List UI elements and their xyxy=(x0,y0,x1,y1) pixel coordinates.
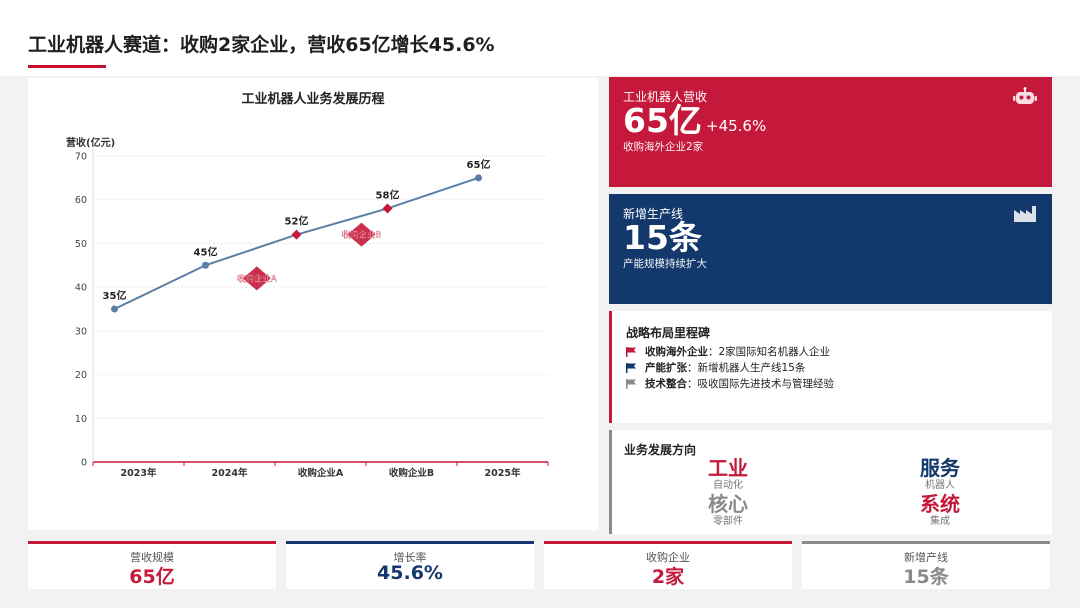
direction-item-industry: 工业 自动化 xyxy=(673,456,783,492)
kpi-revenue-label: 工业机器人营收 xyxy=(623,90,708,104)
x-tick-label: 2023年 xyxy=(121,467,157,479)
direction-word: 系统 xyxy=(920,492,960,516)
kpi-lines-card: 新增生产线 15条 产能规模持续扩大 xyxy=(609,194,1052,304)
stat-card-acquisitions: 收购企业 2家 xyxy=(544,541,792,589)
chart-title: 工业机器人业务发展历程 xyxy=(241,92,385,107)
stat-value: 2家 xyxy=(651,566,685,588)
annotation-label: 收购企业A xyxy=(237,273,277,284)
list-item: 收购海外企业 ：2家国际知名机器人企业 xyxy=(626,344,834,360)
stat-card-bar xyxy=(286,541,534,544)
data-point xyxy=(111,305,118,313)
direction-item-service: 服务 机器人 xyxy=(885,456,995,492)
kpi-revenue-card: 工业机器人营收 65亿 +45.6% 收购海外企业2家 xyxy=(609,77,1052,187)
direction-word: 核心 xyxy=(708,492,748,516)
list-item: 产能扩张 ：新增机器人生产线15条 xyxy=(626,360,834,376)
y-tick-label: 70 xyxy=(75,152,87,163)
data-label: 45亿 xyxy=(194,245,218,258)
data-label: 52亿 xyxy=(285,215,309,228)
factory-icon xyxy=(1014,206,1036,222)
annotation-diamond xyxy=(347,222,376,247)
data-label: 65亿 xyxy=(467,158,491,171)
y-tick-label: 20 xyxy=(75,370,87,381)
flag-icon xyxy=(626,347,636,357)
data-point xyxy=(382,203,393,214)
y-tick-label: 30 xyxy=(75,326,87,337)
stat-label: 收购企业 xyxy=(646,551,690,564)
milestone-list: 收购海外企业 ：2家国际知名机器人企业 产能扩张 ：新增机器人生产线15条 技术整合… xyxy=(626,344,834,392)
kpi-lines-value: 15条 xyxy=(623,218,702,257)
stat-label: 营收规模 xyxy=(130,551,174,564)
y-axis-label: 营收(亿元) xyxy=(66,136,115,149)
page-title: 工业机器人赛道：收购2家企业，营收65亿增长45.6% xyxy=(28,34,495,56)
stat-card-bar xyxy=(28,541,276,544)
kpi-revenue-value: 65亿 xyxy=(623,101,702,140)
x-tick-label: 2025年 xyxy=(485,467,521,479)
direction-item-system: 系统 集成 xyxy=(885,492,995,528)
y-tick-label: 10 xyxy=(75,414,87,425)
data-label: 58亿 xyxy=(376,188,400,201)
milestone-title: 战略布局里程碑 xyxy=(626,326,711,340)
annotation-diamond xyxy=(242,266,271,291)
y-tick-label: 0 xyxy=(81,458,87,469)
data-label: 35亿 xyxy=(103,289,127,302)
y-tick-label: 50 xyxy=(75,239,87,250)
direction-word: 服务 xyxy=(920,456,960,480)
x-tick-label: 收购企业B xyxy=(389,467,434,479)
title-underline xyxy=(28,65,106,68)
robot-icon xyxy=(1013,87,1037,104)
revenue-line-chart: 营收(亿元) 0 10 20 30 40 50 60 70 2023年 2024年 收购企业A 收购企业… xyxy=(66,136,549,479)
data-point xyxy=(202,261,209,269)
chart-panel: 工业机器人业务发展历程 营收(亿元) 0 10 20 30 40 50 60 70 2023年 20… xyxy=(28,78,598,530)
stat-card-bar xyxy=(802,541,1050,544)
stat-value: 15条 xyxy=(903,566,949,588)
list-item: 技术整合 ：吸收国际先进技术与管理经验 xyxy=(626,376,834,392)
stat-label: 增长率 xyxy=(393,551,427,564)
direction-panel: 业务发展方向 工业 自动化 服务 机器人 核心 零部件 系统 集成 xyxy=(609,430,1052,534)
milestone-name: 收购海外企业 xyxy=(645,346,708,358)
stat-value: 65亿 xyxy=(129,566,175,588)
page-header: 工业机器人赛道：收购2家企业，营收65亿增长45.6% xyxy=(0,0,1080,76)
milestone-text: ：吸收国际先进技术与管理经验 xyxy=(687,378,834,390)
x-tick-label: 2024年 xyxy=(212,467,248,479)
data-point xyxy=(475,174,482,182)
direction-word: 工业 xyxy=(708,456,748,480)
kpi-revenue-sub: 收购海外企业2家 xyxy=(623,141,704,153)
kpi-lines-sub: 产能规模持续扩大 xyxy=(623,258,707,270)
direction-title: 业务发展方向 xyxy=(624,443,697,457)
kpi-revenue-delta: +45.6% xyxy=(706,117,767,135)
direction-sub: 零部件 xyxy=(713,516,743,527)
flag-icon xyxy=(626,379,636,389)
direction-sub: 集成 xyxy=(930,516,950,527)
stat-card-lines: 新增产线 15条 xyxy=(802,541,1050,589)
milestone-panel: 战略布局里程碑 收购海外企业 ：2家国际知名机器人企业 产能扩张 ：新增机器人生产线… xyxy=(609,311,1052,423)
kpi-lines-label: 新增生产线 xyxy=(623,207,684,221)
flag-icon xyxy=(626,363,636,373)
y-tick-label: 60 xyxy=(75,195,87,206)
stat-value: 45.6% xyxy=(377,562,443,584)
stat-card-growth: 增长率 45.6% xyxy=(286,541,534,589)
milestone-name: 技术整合 xyxy=(645,378,687,390)
direction-sub: 机器人 xyxy=(925,480,955,491)
y-tick-label: 40 xyxy=(75,283,87,294)
direction-sub: 自动化 xyxy=(713,480,743,491)
milestone-text: ：新增机器人生产线15条 xyxy=(687,362,806,374)
annotation-label: 收购企业B xyxy=(342,230,382,241)
stat-card-revenue: 营收规模 65亿 xyxy=(28,541,276,589)
milestone-text: ：2家国际知名机器人企业 xyxy=(708,346,831,358)
data-point xyxy=(291,229,302,240)
milestone-name: 产能扩张 xyxy=(645,362,687,374)
x-tick-label: 收购企业A xyxy=(298,467,344,479)
stat-label: 新增产线 xyxy=(904,551,948,564)
direction-item-core: 核心 零部件 xyxy=(673,492,783,528)
stat-card-bar xyxy=(544,541,792,544)
